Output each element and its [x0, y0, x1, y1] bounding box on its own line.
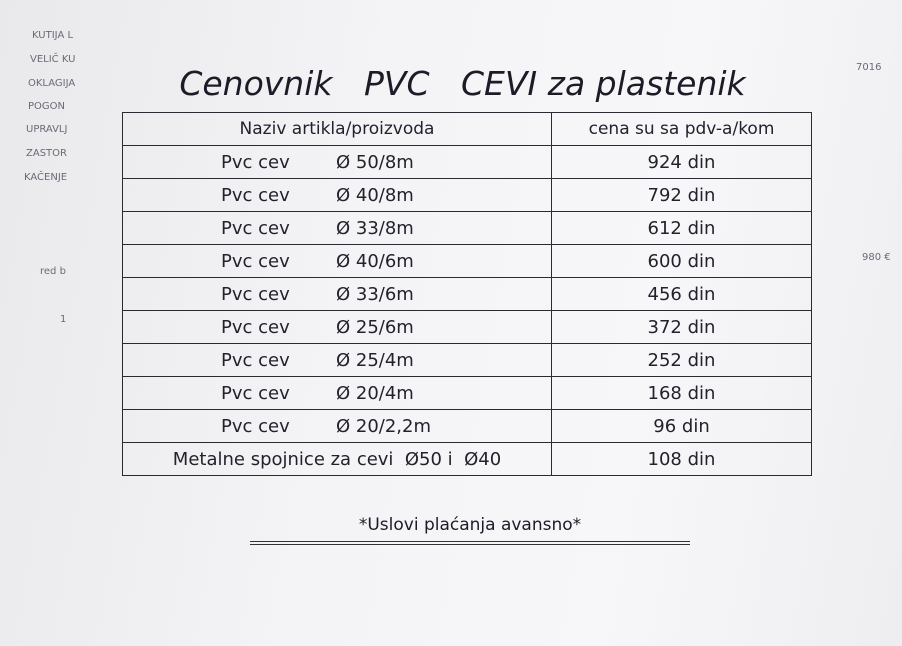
background-text: OKLAGIJA	[28, 78, 76, 89]
background-text: VELIČ KU	[30, 54, 76, 65]
payment-note: *Uslovi plaćanja avansno*	[358, 515, 582, 535]
item-cell: Pvc cev Ø 33/6m	[122, 277, 552, 311]
background-text: 980 €	[862, 252, 891, 263]
item-name: Pvc cev	[221, 316, 290, 338]
item-size: Ø 20/2,2m	[336, 415, 432, 437]
item-size: Ø 40/6m	[336, 250, 414, 272]
table-row: Pvc cev Ø 40/8m 792 din	[122, 178, 812, 212]
item-cell: Pvc cev Ø 20/2,2m	[122, 409, 552, 443]
table-row: Pvc cev Ø 40/6m 600 din	[122, 244, 812, 278]
item-name: Pvc cev	[221, 217, 290, 239]
table-row: Pvc cev Ø 20/2,2m 96 din	[122, 409, 812, 443]
price-cell: 108 din	[551, 442, 812, 476]
double-underline	[250, 541, 690, 545]
background-text: 1	[60, 314, 67, 325]
item-name: Pvc cev	[221, 184, 290, 206]
item-name: Pvc cev	[221, 250, 290, 272]
background-text: 7016	[856, 62, 882, 73]
item-name: Pvc cev	[221, 151, 290, 173]
background-text: KUTIJA L	[32, 30, 74, 41]
item-size: Ø 25/6m	[336, 316, 414, 338]
price-cell: 612 din	[551, 211, 812, 245]
price-cell: 600 din	[551, 244, 812, 278]
item-name: Pvc cev	[221, 382, 290, 404]
item-name: Pvc cev	[221, 283, 290, 305]
table-row: Pvc cev Ø 25/6m 372 din	[122, 310, 812, 344]
column-header: cena su sa pdv-a/kom	[551, 112, 812, 146]
table-row: Metalne spojnice za cevi Ø50 i Ø40 108 di…	[122, 442, 812, 476]
background-text: POGON	[28, 101, 66, 112]
title: Cenovnik PVC CEVI za plastenik	[179, 64, 746, 103]
price-cell: 372 din	[551, 310, 812, 344]
item-size: Ø 25/4m	[336, 349, 414, 371]
header-row: Naziv artikla/proizvoda cena su sa pdv-a…	[122, 112, 812, 146]
price-cell: 252 din	[551, 343, 812, 377]
price-cell: 924 din	[551, 145, 812, 179]
item-size: Ø 20/4m	[336, 382, 414, 404]
price-cell: 96 din	[551, 409, 812, 443]
item-name: Pvc cev	[221, 415, 290, 437]
item-cell: Pvc cev Ø 33/8m	[122, 211, 552, 245]
item-size: Ø 50/8m	[336, 151, 414, 173]
background-text: KAČENJE	[24, 172, 68, 183]
background-text: red b	[40, 266, 66, 277]
item-size: Ø 33/8m	[336, 217, 414, 239]
item-cell: Pvc cev Ø 25/4m	[122, 343, 552, 377]
item-size: Ø 33/6m	[336, 283, 414, 305]
background-text: UPRAVLJ	[26, 124, 68, 135]
item-cell: Pvc cev Ø 25/6m	[122, 310, 552, 344]
price-cell: 456 din	[551, 277, 812, 311]
background-text: ZASTOR	[26, 148, 67, 159]
table-row: Pvc cev Ø 50/8m 924 din	[122, 145, 812, 179]
table-row: Pvc cev Ø 20/4m 168 din	[122, 376, 812, 410]
column-header: Naziv artikla/proizvoda	[122, 112, 552, 146]
item-size: Ø 40/8m	[336, 184, 414, 206]
table-row: Pvc cev Ø 33/8m 612 din	[122, 211, 812, 245]
table-row: Pvc cev Ø 33/6m 456 din	[122, 277, 812, 311]
item-cell: Pvc cev Ø 50/8m	[122, 145, 552, 179]
item-cell: Pvc cev Ø 20/4m	[122, 376, 552, 410]
price-cell: 792 din	[551, 178, 812, 212]
price-table: Naziv artikla/proizvoda cena su sa pdv-a…	[122, 112, 812, 476]
table-row: Pvc cev Ø 25/4m 252 din	[122, 343, 812, 377]
item-cell: Pvc cev Ø 40/8m	[122, 178, 552, 212]
price-cell: 168 din	[551, 376, 812, 410]
item-name: Pvc cev	[221, 349, 290, 371]
item-cell: Pvc cev Ø 40/6m	[122, 244, 552, 278]
item-cell: Metalne spojnice za cevi Ø50 i Ø40	[122, 442, 552, 476]
